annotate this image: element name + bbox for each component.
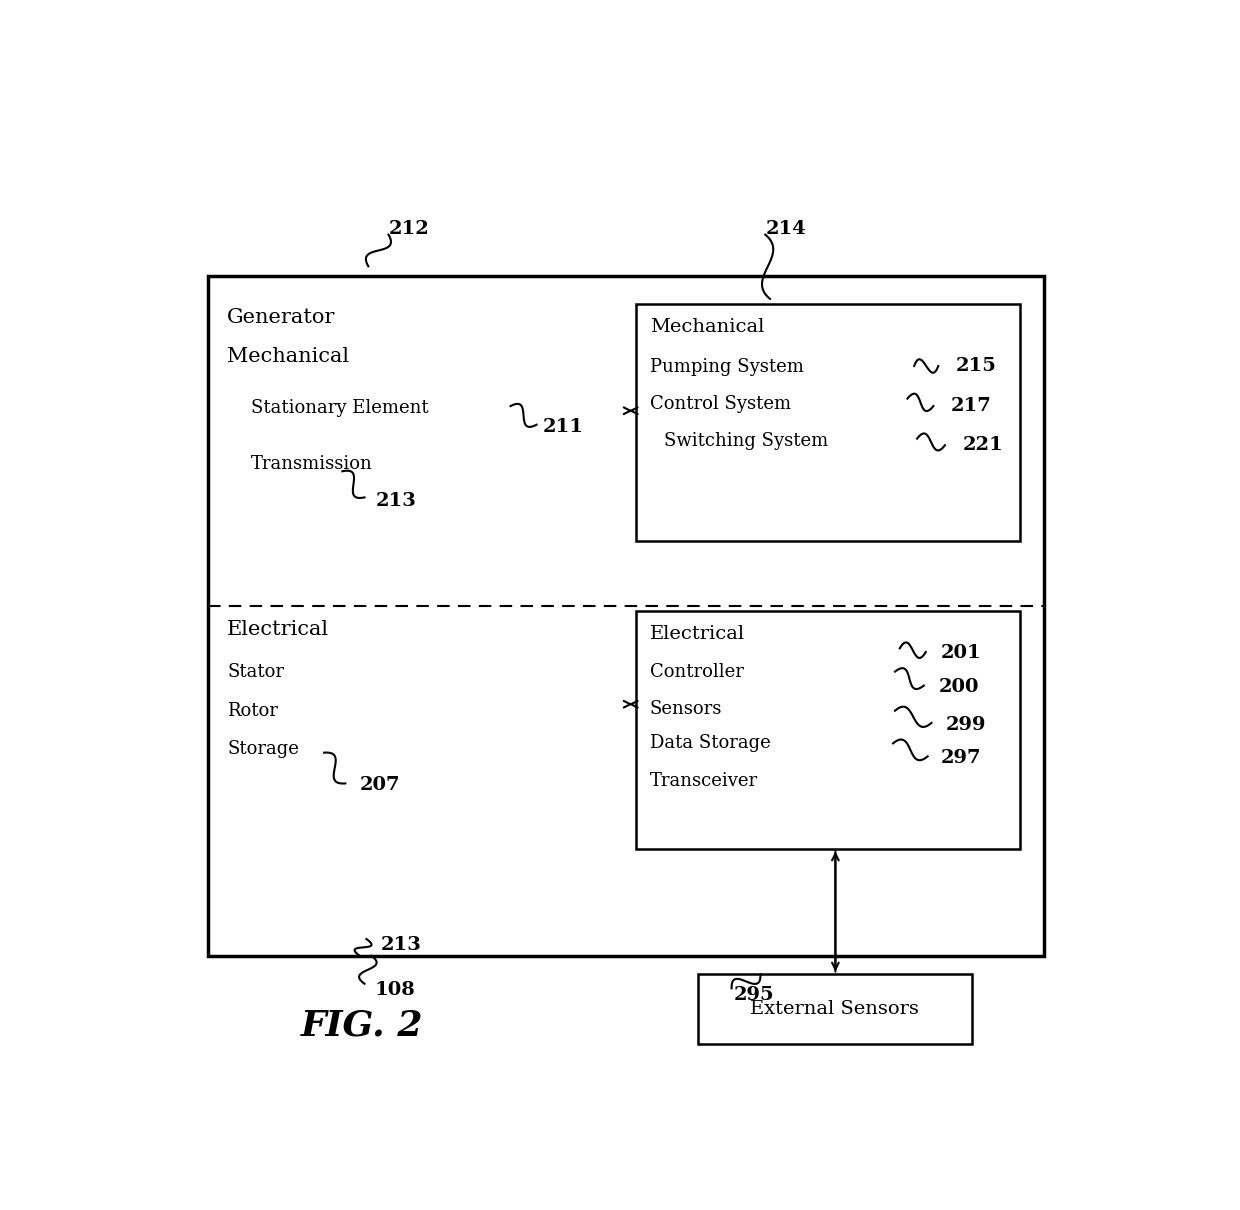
Text: Sensors: Sensors [650,699,722,718]
Text: Mechanical: Mechanical [227,347,350,367]
Text: Data Storage: Data Storage [650,734,771,753]
Bar [635,611,1021,848]
Text: 213: 213 [376,492,417,511]
Bar [208,276,1044,956]
Text: Storage: Storage [227,741,299,757]
Text: 200: 200 [939,679,978,697]
Text: Electrical: Electrical [650,626,745,644]
Text: 212: 212 [388,220,429,238]
Text: Pumping System: Pumping System [650,358,804,376]
Bar [635,304,1021,541]
Text: FIG. 2: FIG. 2 [300,1009,423,1043]
Text: 221: 221 [962,437,1003,454]
Text: Switching System: Switching System [665,432,828,450]
Text: 213: 213 [381,935,422,953]
Text: Transmission: Transmission [250,455,373,473]
Bar [698,974,972,1044]
Text: Controller: Controller [650,663,744,680]
Text: Mechanical: Mechanical [650,318,764,336]
Text: Generator: Generator [227,309,336,327]
Text: Electrical: Electrical [227,621,329,639]
Text: 214: 214 [765,220,806,238]
Text: 299: 299 [946,716,986,733]
Text: Stationary Element: Stationary Element [250,399,429,417]
Text: Control System: Control System [650,396,791,413]
Text: 295: 295 [734,986,774,1004]
Text: Stator: Stator [227,663,284,680]
Text: 215: 215 [956,357,997,375]
Text: Rotor: Rotor [227,702,278,720]
Text: 297: 297 [941,749,982,767]
Text: 207: 207 [360,777,401,794]
Text: 211: 211 [542,417,583,436]
Text: Transceiver: Transceiver [650,772,758,790]
Text: External Sensors: External Sensors [750,1001,919,1019]
Text: 217: 217 [951,397,992,415]
Text: 108: 108 [374,981,415,999]
Text: 201: 201 [941,644,982,662]
